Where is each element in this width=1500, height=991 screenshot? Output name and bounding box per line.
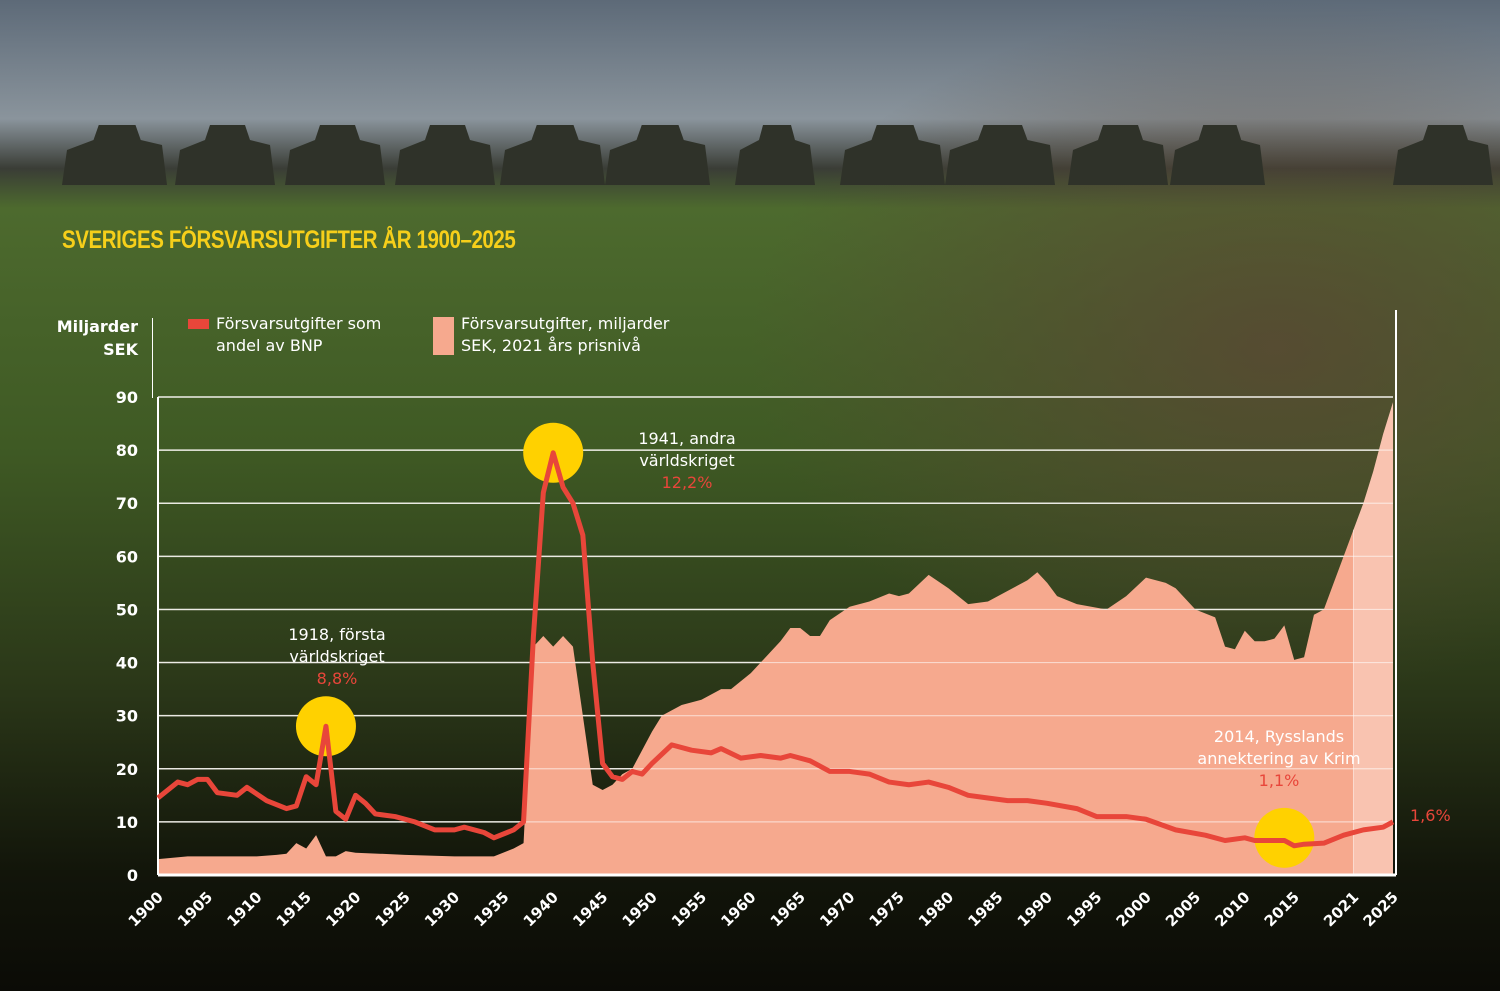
legend-item-area: Försvarsutgifter, miljarder SEK, 2021 år… <box>461 313 669 357</box>
tank-icon <box>175 125 275 185</box>
y-tick-label: 40 <box>116 654 138 673</box>
y-tick-label: 30 <box>116 707 138 726</box>
y-tick-label: 70 <box>116 494 138 513</box>
tank-icon <box>1170 125 1265 185</box>
annotation-1941-line-2: världskriget <box>639 451 735 470</box>
y-tick-label: 80 <box>116 441 138 460</box>
annotation-1918-value: 8,8% <box>316 669 358 688</box>
highlight-marker <box>1254 807 1315 868</box>
y-tick-label: 20 <box>116 760 138 779</box>
legend-area-text-2: SEK, 2021 års prisnivå <box>461 336 641 355</box>
tank-icon <box>500 125 605 185</box>
area-series-defense-spending-sek <box>158 402 1393 875</box>
legend-item-line: Försvarsutgifter som andel av BNP <box>216 313 381 357</box>
tank-icon <box>285 125 385 185</box>
tank-icon <box>395 125 495 185</box>
end-value-label: 1,6% <box>1410 806 1451 825</box>
tank-icon <box>605 125 710 185</box>
y-axis-label-line-1: Miljarder <box>56 317 138 336</box>
legend-area-text-1: Försvarsutgifter, miljarder <box>461 314 670 333</box>
line-series-defense-share-of-gdp <box>156 450 1395 849</box>
annotation-1941: 1941, andra världskriget 12,2% <box>612 428 762 494</box>
tank-icon <box>735 125 815 185</box>
annotation-1918-line-2: världskriget <box>289 647 385 666</box>
annotation-2014-line-2: annektering av Krim <box>1197 749 1361 768</box>
legend-line-text-1: Försvarsutgifter som <box>216 314 382 333</box>
y-tick-label: 90 <box>116 388 138 407</box>
annotation-1918-line-1: 1918, första <box>288 625 386 644</box>
y-axis-label-divider <box>152 318 153 398</box>
annotation-2014: 2014, Rysslands annektering av Krim 1,1% <box>1180 726 1378 792</box>
tank-icon <box>840 125 945 185</box>
tank-icon <box>62 125 167 185</box>
y-tick-label: 50 <box>116 600 138 619</box>
tank-silhouettes <box>62 125 1493 185</box>
annotation-1941-line-1: 1941, andra <box>638 429 736 448</box>
legend-swatch-line <box>188 319 209 329</box>
chart-title: SVERIGES FÖRSVARSUTGIFTER ÅR 1900–2025 <box>62 226 516 254</box>
tank-icon <box>1068 125 1168 185</box>
annotation-2014-value: 1,1% <box>1258 771 1300 790</box>
y-axis-label-line-2: SEK <box>103 340 138 359</box>
legend-swatch-area <box>433 317 454 355</box>
annotation-1918: 1918, första världskriget 8,8% <box>262 624 412 690</box>
annotation-2014-line-1: 2014, Rysslands <box>1213 727 1345 746</box>
y-axis-label: Miljarder SEK <box>40 315 138 361</box>
y-tick-label: 10 <box>116 813 138 832</box>
annotation-1941-value: 12,2% <box>661 473 713 492</box>
tank-icon <box>1393 125 1493 185</box>
legend-line-text-2: andel av BNP <box>216 336 323 355</box>
tank-icon <box>945 125 1055 185</box>
y-tick-label: 0 <box>127 866 138 885</box>
y-tick-label: 60 <box>116 547 138 566</box>
